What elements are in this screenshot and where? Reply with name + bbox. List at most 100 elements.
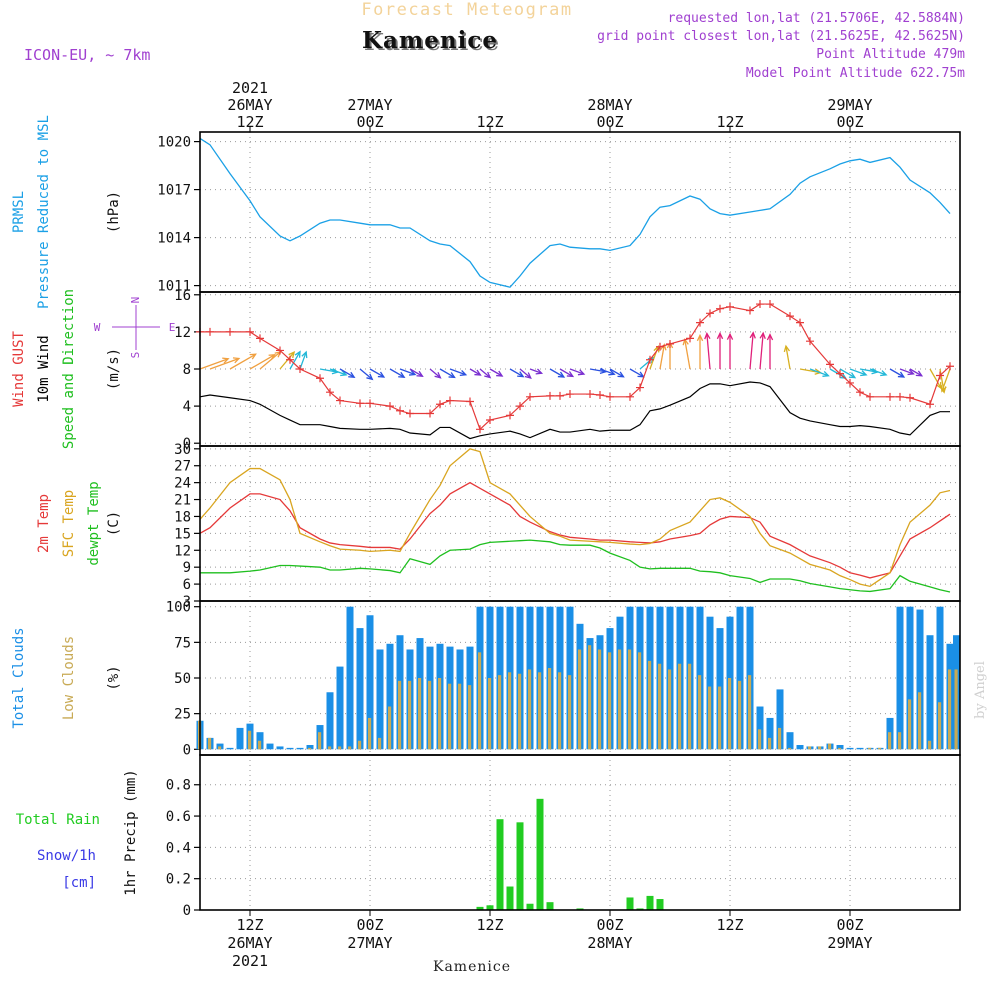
wind-arrow-head	[716, 331, 724, 340]
gust-marker	[926, 400, 934, 409]
bottom-time-label-0-1: 26MAY	[227, 934, 272, 952]
low-cloud-bar	[818, 746, 822, 750]
wind-arrow	[299, 351, 307, 370]
gust-marker	[546, 391, 554, 400]
legend-label: PRMSL	[11, 191, 27, 233]
bottom-time-label-3-1: 28MAY	[587, 934, 632, 952]
y-axis-label: (hPa)	[106, 191, 122, 233]
total-cloud-bar	[376, 649, 384, 750]
low-cloud-bar	[558, 672, 562, 750]
low-cloud-bar	[208, 737, 212, 750]
low-cloud-bar	[938, 702, 942, 750]
wind-arrow-head	[696, 333, 704, 342]
y-tick-label: 0	[183, 436, 191, 452]
total-cloud-bar	[296, 747, 304, 750]
low-cloud-bar	[838, 747, 842, 750]
gust-marker	[296, 365, 304, 373]
wind-arrow	[529, 368, 542, 374]
low-cloud-bar	[368, 717, 372, 750]
wind-arrow	[489, 368, 503, 377]
y-tick-label: 9	[183, 560, 191, 576]
low-cloud-bar	[358, 740, 362, 750]
series-prmsl	[199, 137, 951, 288]
compass-east: E	[169, 321, 176, 334]
total-cloud-bar	[926, 635, 934, 750]
low-cloud-bar	[328, 746, 332, 750]
wind-arrow	[399, 368, 416, 376]
gust-marker	[206, 327, 214, 336]
requested-coords: requested lon,lat (21.5706E, 42.5884N)	[668, 11, 965, 26]
low-cloud-bar	[908, 699, 912, 750]
gust-marker	[516, 402, 524, 411]
wind-arrow	[899, 368, 914, 375]
low-cloud-bar	[768, 737, 772, 750]
gust-marker	[746, 306, 754, 315]
gust-marker	[806, 337, 814, 346]
gust-marker	[866, 392, 874, 401]
y-tick-label: 0.2	[166, 872, 191, 888]
wind-arrow-head	[839, 372, 847, 379]
y-axis-label: 1hr Precip (mm)	[123, 769, 139, 895]
total-cloud-bar	[756, 706, 764, 750]
compass-south: S	[129, 352, 142, 359]
rain-bar	[486, 905, 494, 910]
wind-arrow	[859, 368, 878, 373]
top-time-label-0-0: 2021	[232, 79, 268, 97]
low-cloud-bar	[638, 652, 642, 750]
low-cloud-bar	[408, 680, 412, 750]
series-dewpt-temp	[200, 539, 951, 593]
rain-bar	[506, 886, 514, 910]
rain-bar	[516, 822, 524, 910]
panel-frame	[199, 131, 961, 293]
wind-arrow	[929, 368, 942, 389]
total-cloud-bar	[846, 747, 854, 750]
top-time-label-3-0: 28MAY	[587, 96, 632, 114]
legend-label: Speed and Direction	[61, 289, 77, 449]
gust-marker	[226, 327, 234, 336]
low-cloud-bar	[808, 746, 812, 750]
y-tick-label: 25	[174, 707, 191, 723]
wind-arrow	[809, 368, 829, 377]
wind-arrow	[329, 368, 347, 376]
y-tick-label: 1017	[157, 183, 191, 199]
y-tick-label: 0.8	[166, 778, 191, 794]
bottom-time-label-2-0: 12Z	[476, 916, 503, 934]
wind-arrow-head	[907, 369, 915, 376]
gust-marker	[946, 362, 954, 371]
gust-marker	[356, 399, 364, 408]
wind-arrow-head	[459, 369, 468, 376]
series-2m-temp	[199, 481, 951, 579]
series-wind-gust	[200, 303, 951, 431]
panel-precip: 0 0.2 0.4 0.6 0.8 1hr Precip (mm) Total Rain Sn…	[16, 754, 961, 919]
rain-bar	[546, 902, 554, 910]
bottom-time-label-1-1: 27MAY	[347, 934, 392, 952]
gust-marker	[716, 304, 724, 313]
wind-arrow	[479, 368, 491, 378]
low-cloud-bar	[954, 669, 958, 750]
y-tick-label: 24	[174, 476, 191, 492]
legend-label: Total Rain	[16, 812, 100, 828]
wind-arrow	[589, 368, 606, 373]
wind-arrow	[785, 346, 791, 370]
gust-marker	[276, 346, 284, 355]
top-time-label-0-2: 12Z	[236, 113, 263, 131]
wind-arrow	[429, 368, 441, 379]
low-cloud-bar	[458, 683, 462, 750]
bottom-time-label-0-0: 12Z	[236, 916, 263, 934]
y-tick-label: 30	[174, 442, 191, 458]
wind-arrow	[229, 353, 256, 370]
low-cloud-bar	[678, 663, 682, 750]
gust-marker	[646, 355, 654, 364]
low-cloud-bar	[618, 649, 622, 750]
compass-north: N	[129, 297, 142, 304]
legend-label: Snow/1h	[37, 848, 96, 864]
low-cloud-bar	[728, 678, 732, 750]
legend-label: Total Clouds	[11, 627, 27, 728]
low-cloud-bar	[648, 660, 652, 750]
wind-arrow	[909, 368, 923, 377]
gust-marker	[836, 369, 844, 378]
y-tick-label: 0	[183, 903, 191, 919]
gust-marker	[556, 391, 564, 400]
gust-marker	[476, 425, 484, 434]
